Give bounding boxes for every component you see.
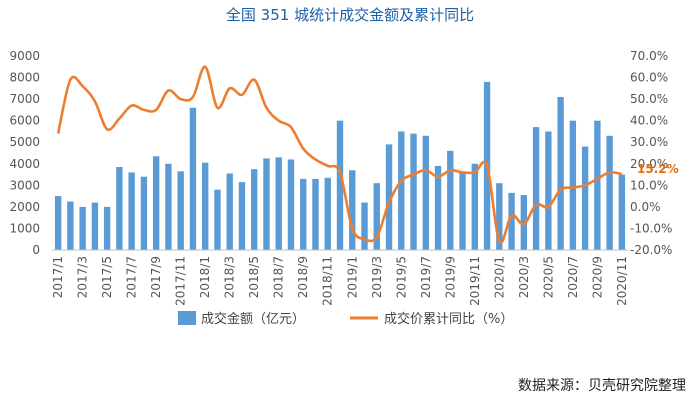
bar [581,146,589,250]
bar [532,127,540,250]
bar [569,120,577,251]
bar [336,120,344,251]
chart-title: 全国 351 城统计成交金额及累计同比 [225,6,475,24]
x-tick-label: 2020/7 [566,256,580,298]
x-tick-label: 2017/3 [76,256,90,298]
y-left-tick-label: 7000 [9,92,40,106]
y-right-tick-label: 10.0% [630,178,668,192]
bar [275,157,282,250]
x-tick-label: 2017/9 [149,256,163,298]
bar [496,183,503,250]
source-note: 数据来源：贝壳研究院整理 [518,378,686,394]
y-left-tick-label: 2000 [9,200,40,214]
bar [128,172,135,250]
bar [594,120,601,251]
x-tick-label: 2020/5 [541,256,555,298]
legend-line-label: 成交价累计同比（%） [384,311,513,327]
bar [398,131,405,250]
x-tick-label: 2018/9 [296,256,310,298]
bar [385,144,393,250]
bar [189,107,197,250]
bar [79,206,86,250]
x-tick-label: 2017/7 [125,256,139,298]
x-tick-label: 2017/1 [51,256,65,298]
bar [618,174,626,250]
bar [361,202,368,250]
x-tick-label: 2017/5 [100,256,114,298]
bar [373,183,380,250]
y-left-tick-label: 6000 [9,114,40,128]
bar [202,162,209,250]
y-right-tick-label: 30.0% [630,135,668,149]
bar [447,150,454,250]
bar [349,170,356,250]
bar [67,201,74,250]
y-left-tick-label: 3000 [9,178,40,192]
line-series [56,65,623,245]
bar [324,177,331,250]
bar [214,189,221,250]
bar [116,167,123,250]
y-left-tick-label: 4000 [9,157,40,171]
bar [238,182,246,250]
y-right-tick-label: 20.0% [630,157,668,171]
bar [410,133,417,250]
bar [434,165,442,250]
x-tick-label: 2020/3 [517,256,531,298]
y-left-tick-label: 8000 [9,71,40,85]
y-right-tick-label: 40.0% [630,114,668,128]
bar [508,192,515,250]
y-right-tick-label: 0.0% [630,200,661,214]
y-left-tick-label: 1000 [9,221,40,235]
x-tick-label: 2018/7 [272,256,286,298]
x-tick-label: 2020/9 [590,256,604,298]
legend-bar-swatch [178,311,196,325]
bar [152,156,160,250]
y-right-tick-label: 50.0% [630,92,668,106]
x-tick-label: 2019/1 [345,256,359,298]
bar [545,131,552,250]
y-right-tick-label: 60.0% [630,71,668,85]
bar [300,178,307,250]
bar [557,96,564,250]
y-left-tick-label: 5000 [9,135,40,149]
y-right-tick-label: -10.0% [630,221,672,235]
bar [459,172,466,250]
bar [471,163,478,250]
y-left-tick-label: 9000 [9,49,40,63]
bar [103,206,111,250]
x-tick-label: 2018/11 [321,256,335,306]
bar [91,202,99,250]
bar [263,158,270,250]
bar [54,196,62,250]
bar [140,176,148,250]
bar [287,159,295,250]
y-right-tick-label: 70.0% [630,49,668,63]
bar [251,169,258,250]
x-tick-label: 2019/11 [468,256,482,306]
x-tick-label: 2018/1 [198,256,212,298]
y-right-tick-label: -20.0% [630,243,672,257]
bar [422,135,429,250]
x-tick-label: 2018/3 [223,256,237,298]
bar [165,163,172,250]
x-tick-label: 2020/1 [492,256,506,298]
legend-bar-label: 成交金额（亿元） [201,311,305,327]
last-value-callout: 15.2% [637,162,679,176]
x-tick-label: 2019/7 [419,256,433,298]
x-tick-label: 2017/11 [174,256,188,306]
x-tick-label: 2019/3 [370,256,384,298]
y-left-tick-label: 0 [32,243,40,257]
bar [226,173,233,250]
x-tick-label: 2020/11 [615,256,629,306]
bar [177,171,184,250]
x-tick-label: 2019/9 [443,256,457,298]
x-tick-label: 2018/5 [247,256,261,298]
bar [312,178,319,250]
bar [606,135,613,250]
bar [520,195,528,250]
x-tick-label: 2019/5 [394,256,408,298]
